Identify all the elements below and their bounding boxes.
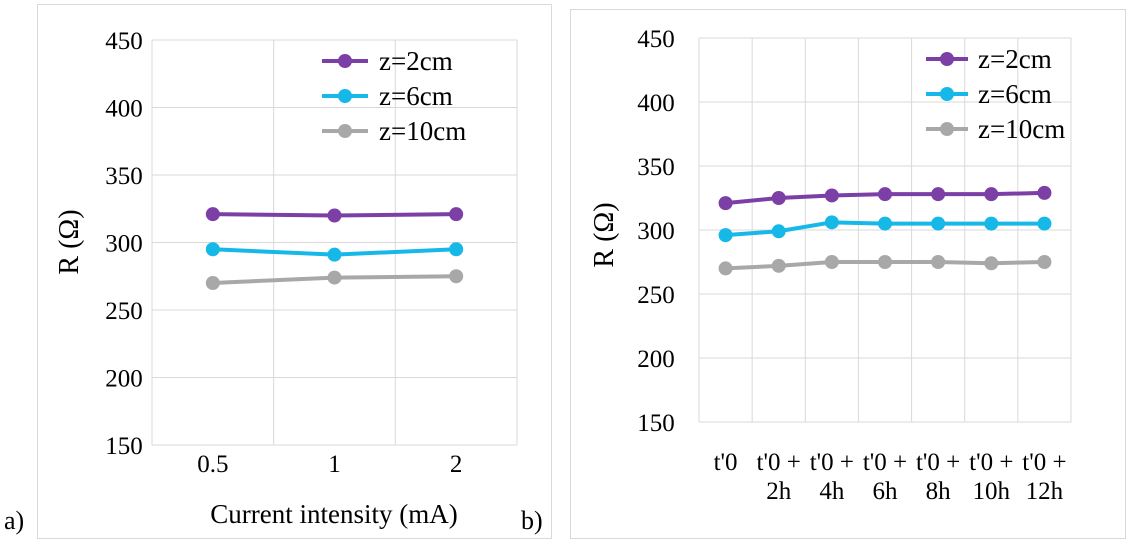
data-point-b-1 bbox=[1037, 185, 1052, 200]
y-tick-label-b: 250 bbox=[637, 282, 675, 309]
data-point-a-1 bbox=[205, 207, 220, 222]
data-point-b-2 bbox=[984, 216, 999, 231]
y-axis-label-a: R (Ω) bbox=[54, 209, 85, 274]
data-point-b-3 bbox=[718, 261, 733, 276]
x-tick-label-a: 2 bbox=[450, 451, 463, 478]
y-tick-label-a: 300 bbox=[105, 231, 143, 258]
data-point-b-1 bbox=[931, 187, 946, 202]
y-tick-label-b: 150 bbox=[637, 410, 675, 437]
y-tick-label-b: 300 bbox=[637, 218, 675, 245]
legend-marker-a bbox=[338, 89, 352, 103]
data-point-b-2 bbox=[931, 216, 946, 231]
y-tick-label-b: 450 bbox=[637, 26, 675, 53]
data-point-a-3 bbox=[449, 269, 464, 284]
x-tick-label-b: t'0 + bbox=[863, 449, 907, 476]
data-point-b-3 bbox=[931, 255, 946, 269]
data-point-a-2 bbox=[205, 242, 220, 257]
data-point-b-1 bbox=[984, 187, 999, 202]
x-tick-label-b: 10h bbox=[973, 478, 1011, 505]
data-point-b-3 bbox=[824, 255, 839, 269]
x-tick-label-b: t'0 + bbox=[810, 449, 854, 476]
data-point-b-3 bbox=[771, 258, 786, 273]
data-point-b-2 bbox=[771, 224, 786, 239]
x-axis-label-a: Current intensity (mA) bbox=[210, 499, 457, 529]
x-tick-label-b: 2h bbox=[766, 478, 792, 505]
chart-a-frame bbox=[37, 4, 552, 539]
y-tick-label-a: 150 bbox=[105, 433, 143, 460]
x-tick-label-b: t'0 bbox=[714, 449, 738, 476]
x-tick-label-b: t'0 + bbox=[757, 449, 801, 476]
data-point-a-2 bbox=[327, 247, 342, 262]
x-tick-label-b: t'0 + bbox=[969, 449, 1013, 476]
x-tick-label-b: 12h bbox=[1026, 478, 1064, 505]
data-point-b-2 bbox=[824, 215, 839, 230]
y-axis-label-b: R (Ω) bbox=[589, 202, 620, 267]
data-point-b-2 bbox=[878, 216, 892, 231]
data-point-b-3 bbox=[1037, 255, 1052, 269]
legend-label-b: z=6cm bbox=[978, 79, 1052, 109]
data-point-b-1 bbox=[771, 191, 786, 205]
x-tick-label-b: 8h bbox=[926, 478, 952, 505]
x-tick-label-a: 1 bbox=[328, 451, 341, 478]
y-tick-label-a: 400 bbox=[105, 96, 143, 123]
legend-label-b: z=2cm bbox=[978, 44, 1052, 74]
x-tick-label-b: t'0 + bbox=[916, 449, 960, 476]
data-point-b-2 bbox=[718, 228, 733, 243]
x-tick-label-b: 6h bbox=[873, 478, 899, 505]
data-point-a-3 bbox=[327, 270, 342, 285]
y-tick-label-b: 350 bbox=[637, 154, 675, 181]
y-tick-label-a: 350 bbox=[105, 163, 143, 190]
panel-label-a: a) bbox=[4, 506, 25, 535]
legend-marker-b bbox=[940, 52, 954, 66]
data-point-a-1 bbox=[327, 208, 342, 223]
data-point-b-1 bbox=[824, 188, 839, 203]
data-point-b-1 bbox=[718, 196, 733, 211]
x-tick-label-b: t'0 + bbox=[1022, 449, 1066, 476]
y-tick-label-a: 450 bbox=[105, 28, 143, 55]
data-point-b-3 bbox=[878, 255, 892, 269]
data-point-a-3 bbox=[205, 276, 220, 290]
panel-label-b: b) bbox=[521, 506, 543, 535]
x-tick-label-a: 0.5 bbox=[197, 451, 228, 478]
y-tick-label-b: 400 bbox=[637, 90, 675, 117]
legend-marker-b bbox=[940, 87, 954, 101]
legend-label-b: z=10cm bbox=[978, 114, 1065, 144]
x-tick-label-b: 4h bbox=[819, 478, 845, 505]
legend-label-a: z=2cm bbox=[379, 46, 453, 76]
legend-marker-b bbox=[940, 122, 954, 136]
data-point-a-2 bbox=[449, 242, 464, 257]
data-point-a-1 bbox=[449, 207, 464, 222]
legend-marker-a bbox=[338, 54, 352, 68]
legend-label-a: z=10cm bbox=[379, 116, 466, 146]
data-point-b-1 bbox=[878, 187, 892, 202]
legend-label-a: z=6cm bbox=[379, 81, 453, 111]
data-point-b-3 bbox=[984, 256, 999, 271]
legend-marker-a bbox=[338, 124, 352, 138]
y-tick-label-a: 200 bbox=[105, 366, 143, 393]
chart-b-frame bbox=[570, 9, 1126, 539]
data-point-b-2 bbox=[1037, 216, 1052, 231]
y-tick-label-a: 250 bbox=[105, 298, 143, 325]
y-tick-label-b: 200 bbox=[637, 346, 675, 373]
